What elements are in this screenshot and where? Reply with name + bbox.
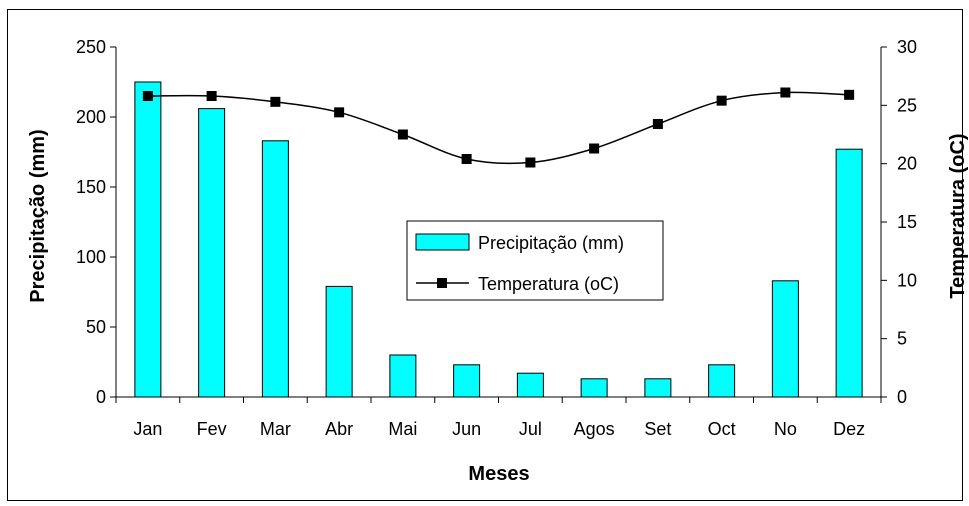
bar-series-precipitation xyxy=(134,81,863,398)
x-tick-label-mar: Mar xyxy=(260,419,291,439)
bar-jul xyxy=(516,372,544,398)
temperature-point-agos xyxy=(589,143,600,154)
y-tick-label-right-30: 30 xyxy=(897,37,917,57)
bar-set xyxy=(644,378,672,398)
y-tick-label-right-25: 25 xyxy=(897,95,917,115)
x-tick-label-set: Set xyxy=(644,419,671,439)
axes xyxy=(110,46,887,403)
bar-agos xyxy=(580,378,608,398)
y-tick-label-left-50: 50 xyxy=(86,317,106,337)
temperature-point-no xyxy=(780,87,791,98)
bar-mar xyxy=(261,140,289,398)
legend-swatch-precipitation xyxy=(415,233,470,251)
legend-label-precipitation: Precipitação (mm) xyxy=(478,233,624,253)
bar-fev xyxy=(198,108,226,398)
y-axis-title-left: Precipitação (mm) xyxy=(27,129,49,302)
y-tick-label-left-0: 0 xyxy=(96,387,106,407)
y-tick-label-right-10: 10 xyxy=(897,270,917,290)
temperature-line xyxy=(147,91,850,165)
temperature-point-abr xyxy=(334,107,345,118)
temperature-point-oct xyxy=(716,95,727,106)
x-axis-title: Meses xyxy=(468,463,529,485)
bar-jun xyxy=(453,364,481,398)
x-tick-label-fev: Fev xyxy=(197,419,227,439)
x-tick-label-oct: Oct xyxy=(708,419,736,439)
line-series-temperature xyxy=(142,87,855,168)
temperature-point-jul xyxy=(525,157,536,168)
x-tick-label-no: No xyxy=(774,419,797,439)
x-tick-label-agos: Agos xyxy=(574,419,615,439)
y-tick-label-right-0: 0 xyxy=(897,387,907,407)
y-axis-title-right: Temperatura (oC) xyxy=(947,133,969,298)
x-tick-label-jan: Jan xyxy=(133,419,162,439)
x-tick-label-mai: Mai xyxy=(388,419,417,439)
x-tick-label-abr: Abr xyxy=(325,419,353,439)
temperature-point-fev xyxy=(206,91,217,101)
axis-labels: 0 50 100 150 200 250 0 5 10 15 20 25 30 Jan Fev Mar Abr M… xyxy=(76,37,917,439)
y-tick-label-right-5: 5 xyxy=(897,329,907,349)
bar-oct xyxy=(708,364,736,398)
legend-label-temperature: Temperatura (oC) xyxy=(478,274,619,294)
x-tick-label-jun: Jun xyxy=(452,419,481,439)
bar-jan xyxy=(134,81,162,398)
legend-marker-temperature xyxy=(437,278,447,288)
temperature-point-dez xyxy=(844,89,855,100)
bar-abr xyxy=(325,285,353,398)
y-tick-label-left-150: 150 xyxy=(76,177,106,197)
y-tick-label-left-250: 250 xyxy=(76,37,106,57)
x-tick-label-dez: Dez xyxy=(833,419,865,439)
bar-dez xyxy=(835,148,863,398)
y-tick-label-right-15: 15 xyxy=(897,212,917,232)
temperature-point-mar xyxy=(270,96,281,107)
temperature-point-jan xyxy=(142,91,153,101)
temperature-point-set xyxy=(652,119,663,129)
bar-no xyxy=(771,280,799,398)
y-tick-label-left-100: 100 xyxy=(76,247,106,267)
temperature-point-jun xyxy=(461,154,472,164)
temperature-point-mai xyxy=(397,129,408,140)
y-tick-label-right-20: 20 xyxy=(897,154,917,174)
x-tick-label-jul: Jul xyxy=(519,419,542,439)
legend: Precipitação (mm) Temperatura (oC) xyxy=(406,220,664,301)
y-tick-label-left-200: 200 xyxy=(76,107,106,127)
bar-mai xyxy=(389,354,417,398)
